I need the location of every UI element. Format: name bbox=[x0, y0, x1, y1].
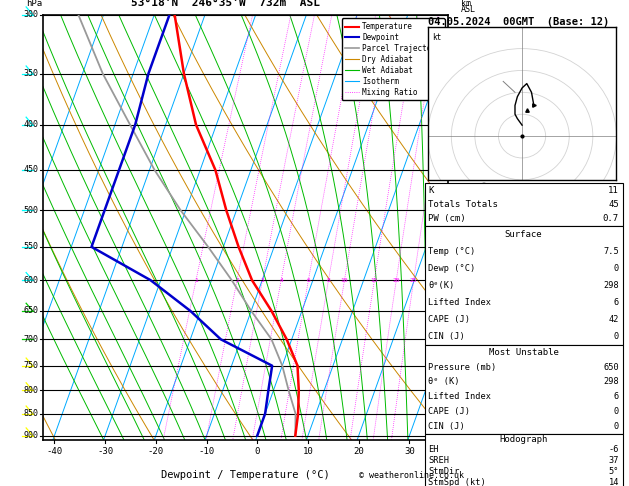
Text: 4: 4 bbox=[279, 278, 283, 283]
Legend: Temperature, Dewpoint, Parcel Trajectory, Dry Adiabat, Wet Adiabat, Isotherm, Mi: Temperature, Dewpoint, Parcel Trajectory… bbox=[342, 18, 445, 101]
Text: 0: 0 bbox=[255, 448, 260, 456]
Text: 400: 400 bbox=[24, 121, 39, 129]
Text: 2: 2 bbox=[454, 407, 459, 416]
Text: 53°18'N  246°35'W  732m  ASL: 53°18'N 246°35'W 732m ASL bbox=[131, 0, 320, 8]
Text: Temp (°C): Temp (°C) bbox=[428, 247, 476, 256]
Text: 45: 45 bbox=[608, 200, 619, 209]
Text: 20: 20 bbox=[392, 278, 400, 283]
Text: 6: 6 bbox=[614, 392, 619, 401]
Text: 42: 42 bbox=[608, 315, 619, 324]
Text: θᵉ (K): θᵉ (K) bbox=[428, 378, 460, 386]
Text: 25: 25 bbox=[410, 278, 418, 283]
Text: 0: 0 bbox=[614, 332, 619, 341]
Text: 14: 14 bbox=[608, 478, 619, 486]
Text: 350: 350 bbox=[24, 69, 39, 78]
Text: Mixing Ratio (g/kg): Mixing Ratio (g/kg) bbox=[481, 180, 490, 275]
Text: km: km bbox=[460, 0, 470, 8]
Text: -40: -40 bbox=[47, 448, 62, 456]
Text: θᵉ(K): θᵉ(K) bbox=[428, 281, 455, 290]
Text: 3: 3 bbox=[260, 278, 264, 283]
Text: 298: 298 bbox=[603, 378, 619, 386]
Text: 700: 700 bbox=[24, 335, 39, 344]
Text: PW (cm): PW (cm) bbox=[428, 214, 466, 224]
Text: SREH: SREH bbox=[428, 456, 449, 466]
Text: LCL: LCL bbox=[454, 408, 468, 417]
Text: 30: 30 bbox=[404, 448, 415, 456]
Text: 900: 900 bbox=[24, 431, 39, 440]
Text: 10: 10 bbox=[303, 448, 313, 456]
Text: StmSpd (kt): StmSpd (kt) bbox=[428, 478, 486, 486]
Text: 8: 8 bbox=[326, 278, 330, 283]
Text: 450: 450 bbox=[24, 165, 39, 174]
Text: 850: 850 bbox=[24, 409, 39, 418]
Text: 04.05.2024  00GMT  (Base: 12): 04.05.2024 00GMT (Base: 12) bbox=[428, 17, 610, 27]
Text: 37: 37 bbox=[608, 456, 619, 466]
Text: 600: 600 bbox=[24, 276, 39, 285]
Text: CIN (J): CIN (J) bbox=[428, 332, 465, 341]
Text: 7: 7 bbox=[454, 191, 459, 200]
Text: 2: 2 bbox=[235, 278, 239, 283]
Text: 5: 5 bbox=[454, 303, 459, 312]
Text: 300: 300 bbox=[24, 10, 39, 19]
Text: 11: 11 bbox=[608, 186, 619, 195]
Text: Lifted Index: Lifted Index bbox=[428, 298, 491, 307]
Text: K: K bbox=[428, 186, 434, 195]
Text: 15: 15 bbox=[370, 278, 378, 283]
Text: Surface: Surface bbox=[505, 230, 542, 239]
Text: 8: 8 bbox=[454, 111, 459, 120]
Text: hPa: hPa bbox=[26, 0, 43, 8]
Text: 0.7: 0.7 bbox=[603, 214, 619, 224]
Text: 3: 3 bbox=[454, 378, 459, 387]
Text: 800: 800 bbox=[24, 386, 39, 395]
Text: 5°: 5° bbox=[608, 468, 619, 476]
Text: 6: 6 bbox=[454, 254, 459, 263]
Text: CAPE (J): CAPE (J) bbox=[428, 407, 470, 416]
Text: kt: kt bbox=[433, 33, 442, 42]
Text: -10: -10 bbox=[199, 448, 214, 456]
Text: Totals Totals: Totals Totals bbox=[428, 200, 498, 209]
Text: EH: EH bbox=[428, 446, 439, 454]
Text: 0: 0 bbox=[614, 407, 619, 416]
Text: -20: -20 bbox=[148, 448, 164, 456]
Text: Lifted Index: Lifted Index bbox=[428, 392, 491, 401]
Text: -6: -6 bbox=[608, 446, 619, 454]
Text: Hodograph: Hodograph bbox=[499, 434, 548, 444]
Text: 6: 6 bbox=[614, 298, 619, 307]
Text: Pressure (mb): Pressure (mb) bbox=[428, 363, 497, 372]
Text: 750: 750 bbox=[24, 361, 39, 370]
Text: 4: 4 bbox=[454, 344, 459, 352]
Text: CAPE (J): CAPE (J) bbox=[428, 315, 470, 324]
Text: 6: 6 bbox=[306, 278, 310, 283]
Text: © weatheronline.co.uk: © weatheronline.co.uk bbox=[360, 471, 464, 480]
Text: 550: 550 bbox=[24, 243, 39, 251]
Text: ASL: ASL bbox=[460, 5, 476, 14]
Text: 1: 1 bbox=[194, 278, 198, 283]
Text: 7.5: 7.5 bbox=[603, 247, 619, 256]
Text: Dewp (°C): Dewp (°C) bbox=[428, 264, 476, 273]
Text: 650: 650 bbox=[603, 363, 619, 372]
Text: Most Unstable: Most Unstable bbox=[489, 348, 559, 357]
Text: 650: 650 bbox=[24, 306, 39, 315]
Text: 298: 298 bbox=[603, 281, 619, 290]
Text: StmDir: StmDir bbox=[428, 468, 460, 476]
Text: 1: 1 bbox=[454, 434, 459, 443]
Text: 10: 10 bbox=[341, 278, 348, 283]
Text: 500: 500 bbox=[24, 206, 39, 215]
Text: CIN (J): CIN (J) bbox=[428, 422, 465, 431]
Text: Dewpoint / Temperature (°C): Dewpoint / Temperature (°C) bbox=[161, 469, 330, 480]
Text: 0: 0 bbox=[614, 422, 619, 431]
Text: -30: -30 bbox=[97, 448, 113, 456]
Text: 0: 0 bbox=[614, 264, 619, 273]
Text: 20: 20 bbox=[353, 448, 364, 456]
